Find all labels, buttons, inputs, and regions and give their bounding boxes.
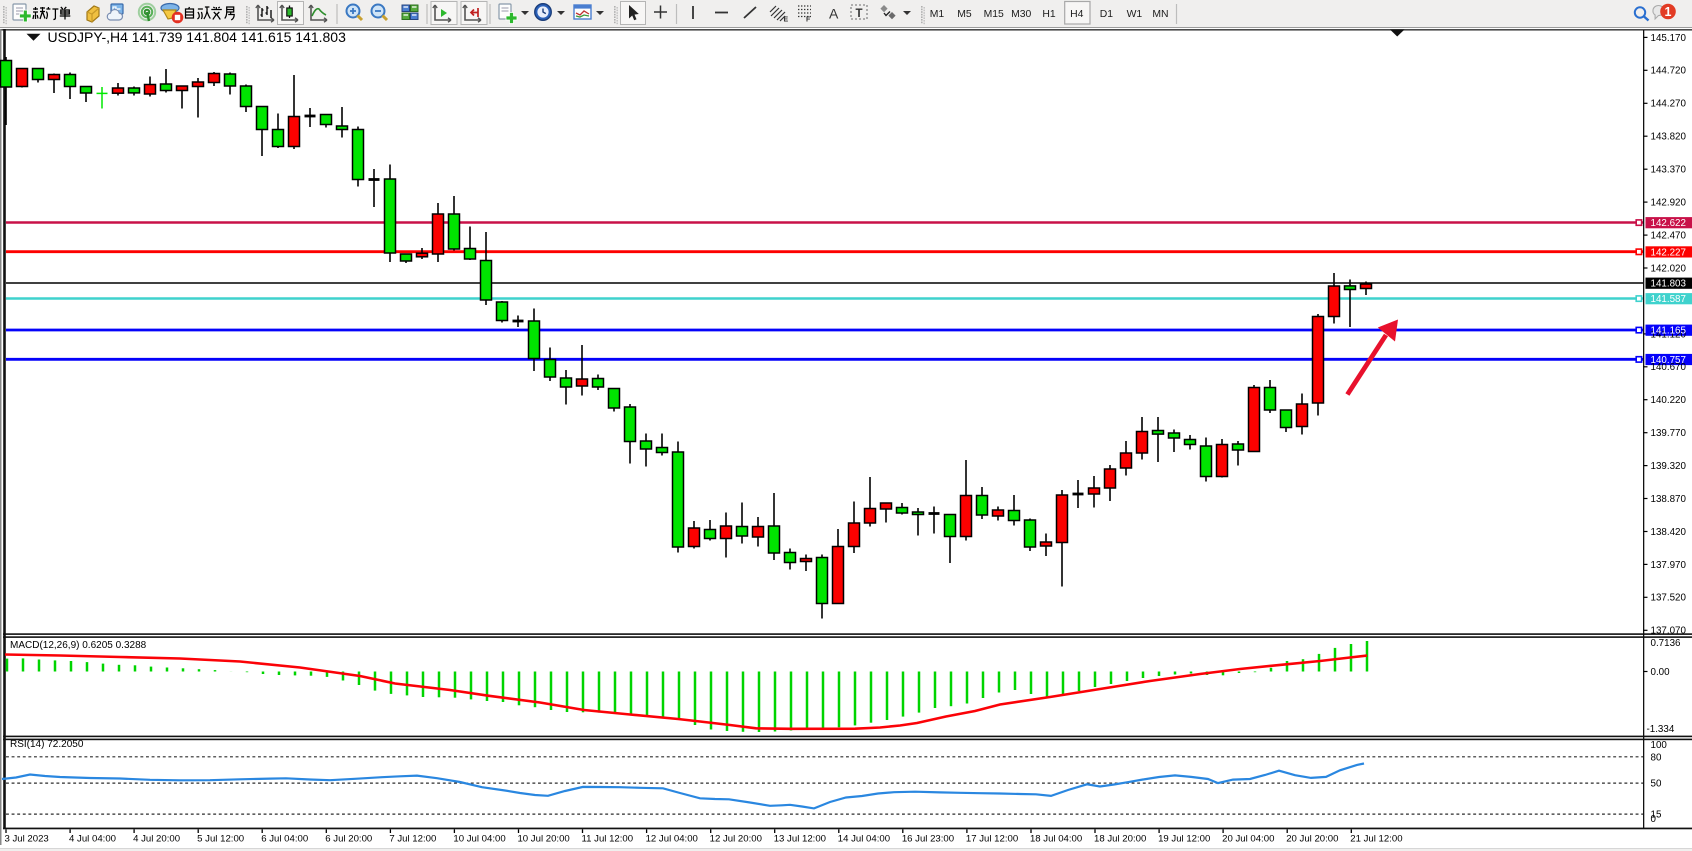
svg-text:0.7136: 0.7136 — [1651, 638, 1682, 649]
svg-text:138.870: 138.870 — [1651, 494, 1687, 505]
svg-text:10 Jul 04:00: 10 Jul 04:00 — [453, 833, 505, 844]
svg-text:-1.334: -1.334 — [1647, 724, 1675, 735]
svg-text:M1: M1 — [930, 9, 945, 20]
svg-text:H4: H4 — [1070, 9, 1084, 20]
svg-text:141.803: 141.803 — [1651, 279, 1687, 290]
svg-text:15: 15 — [1651, 810, 1662, 821]
svg-text:20 Jul 20:00: 20 Jul 20:00 — [1286, 833, 1338, 844]
svg-text:141.587: 141.587 — [1651, 294, 1686, 305]
svg-text:142.920: 142.920 — [1651, 198, 1687, 209]
svg-text:T: T — [856, 8, 863, 20]
svg-text:12 Jul 20:00: 12 Jul 20:00 — [710, 833, 762, 844]
svg-text:141.120: 141.120 — [1651, 329, 1687, 340]
svg-text:F: F — [806, 17, 811, 24]
svg-text:142.020: 142.020 — [1651, 263, 1687, 274]
svg-text:137.970: 137.970 — [1651, 560, 1687, 571]
svg-text:13 Jul 12:00: 13 Jul 12:00 — [774, 833, 826, 844]
svg-text:19 Jul 12:00: 19 Jul 12:00 — [1158, 833, 1210, 844]
svg-text:A: A — [829, 6, 839, 22]
svg-text:139.770: 139.770 — [1651, 428, 1687, 439]
svg-text:12 Jul 04:00: 12 Jul 04:00 — [646, 833, 698, 844]
svg-text:140.220: 140.220 — [1651, 395, 1687, 406]
svg-text:138.420: 138.420 — [1651, 527, 1687, 538]
svg-text:18 Jul 04:00: 18 Jul 04:00 — [1030, 833, 1082, 844]
svg-text:W1: W1 — [1127, 9, 1143, 20]
svg-text:MACD(12,26,9) 0.6205 0.3288: MACD(12,26,9) 0.6205 0.3288 — [10, 640, 147, 651]
svg-text:143.820: 143.820 — [1651, 132, 1687, 143]
svg-text:E: E — [784, 17, 789, 24]
svg-text:M30: M30 — [1011, 9, 1031, 20]
svg-text:21 Jul 12:00: 21 Jul 12:00 — [1350, 833, 1402, 844]
svg-text:11 Jul 12:00: 11 Jul 12:00 — [582, 833, 634, 844]
svg-text:5 Jul 12:00: 5 Jul 12:00 — [197, 833, 244, 844]
svg-text:20 Jul 04:00: 20 Jul 04:00 — [1222, 833, 1274, 844]
svg-text:0.00: 0.00 — [1651, 667, 1671, 678]
svg-text:140.757: 140.757 — [1651, 355, 1686, 366]
svg-text:16 Jul 23:00: 16 Jul 23:00 — [902, 833, 954, 844]
svg-text:137.520: 137.520 — [1651, 593, 1687, 604]
svg-text:17 Jul 12:00: 17 Jul 12:00 — [966, 833, 1018, 844]
svg-text:143.370: 143.370 — [1651, 165, 1687, 176]
svg-text:0: 0 — [1651, 814, 1657, 825]
svg-text:6 Jul 20:00: 6 Jul 20:00 — [325, 833, 372, 844]
svg-text:80: 80 — [1651, 752, 1662, 763]
svg-text:142.622: 142.622 — [1651, 218, 1686, 229]
svg-text:144.720: 144.720 — [1651, 66, 1687, 77]
svg-text:18 Jul 20:00: 18 Jul 20:00 — [1094, 833, 1146, 844]
svg-text:100: 100 — [1651, 740, 1668, 751]
svg-text:50: 50 — [1651, 779, 1662, 790]
svg-text:137.070: 137.070 — [1651, 626, 1687, 637]
svg-text:10 Jul 20:00: 10 Jul 20:00 — [517, 833, 569, 844]
svg-text:7 Jul 12:00: 7 Jul 12:00 — [389, 833, 436, 844]
svg-text:142.227: 142.227 — [1651, 247, 1686, 258]
svg-text:1: 1 — [1665, 5, 1672, 19]
svg-text:USDJPY-,H4 141.739 141.804 14: USDJPY-,H4 141.739 141.804 141.615 141.8… — [48, 29, 347, 45]
svg-text:M15: M15 — [984, 9, 1004, 20]
svg-text:H1: H1 — [1042, 9, 1056, 20]
svg-text:M5: M5 — [957, 9, 972, 20]
svg-text:6 Jul 04:00: 6 Jul 04:00 — [261, 833, 308, 844]
svg-text:4 Jul 04:00: 4 Jul 04:00 — [69, 833, 116, 844]
svg-text:14 Jul 04:00: 14 Jul 04:00 — [838, 833, 890, 844]
svg-text:145.170: 145.170 — [1651, 33, 1687, 44]
svg-text:3 Jul 2023: 3 Jul 2023 — [5, 833, 49, 844]
svg-text:4 Jul 20:00: 4 Jul 20:00 — [133, 833, 180, 844]
svg-text:139.320: 139.320 — [1651, 461, 1687, 472]
svg-text:141.165: 141.165 — [1651, 326, 1687, 337]
svg-text:144.270: 144.270 — [1651, 99, 1687, 110]
svg-text:142.470: 142.470 — [1651, 231, 1687, 242]
svg-text:140.670: 140.670 — [1651, 362, 1687, 373]
svg-text:RSI(14) 72.2050: RSI(14) 72.2050 — [10, 739, 84, 750]
svg-text:MN: MN — [1152, 9, 1168, 20]
svg-text:D1: D1 — [1100, 9, 1114, 20]
